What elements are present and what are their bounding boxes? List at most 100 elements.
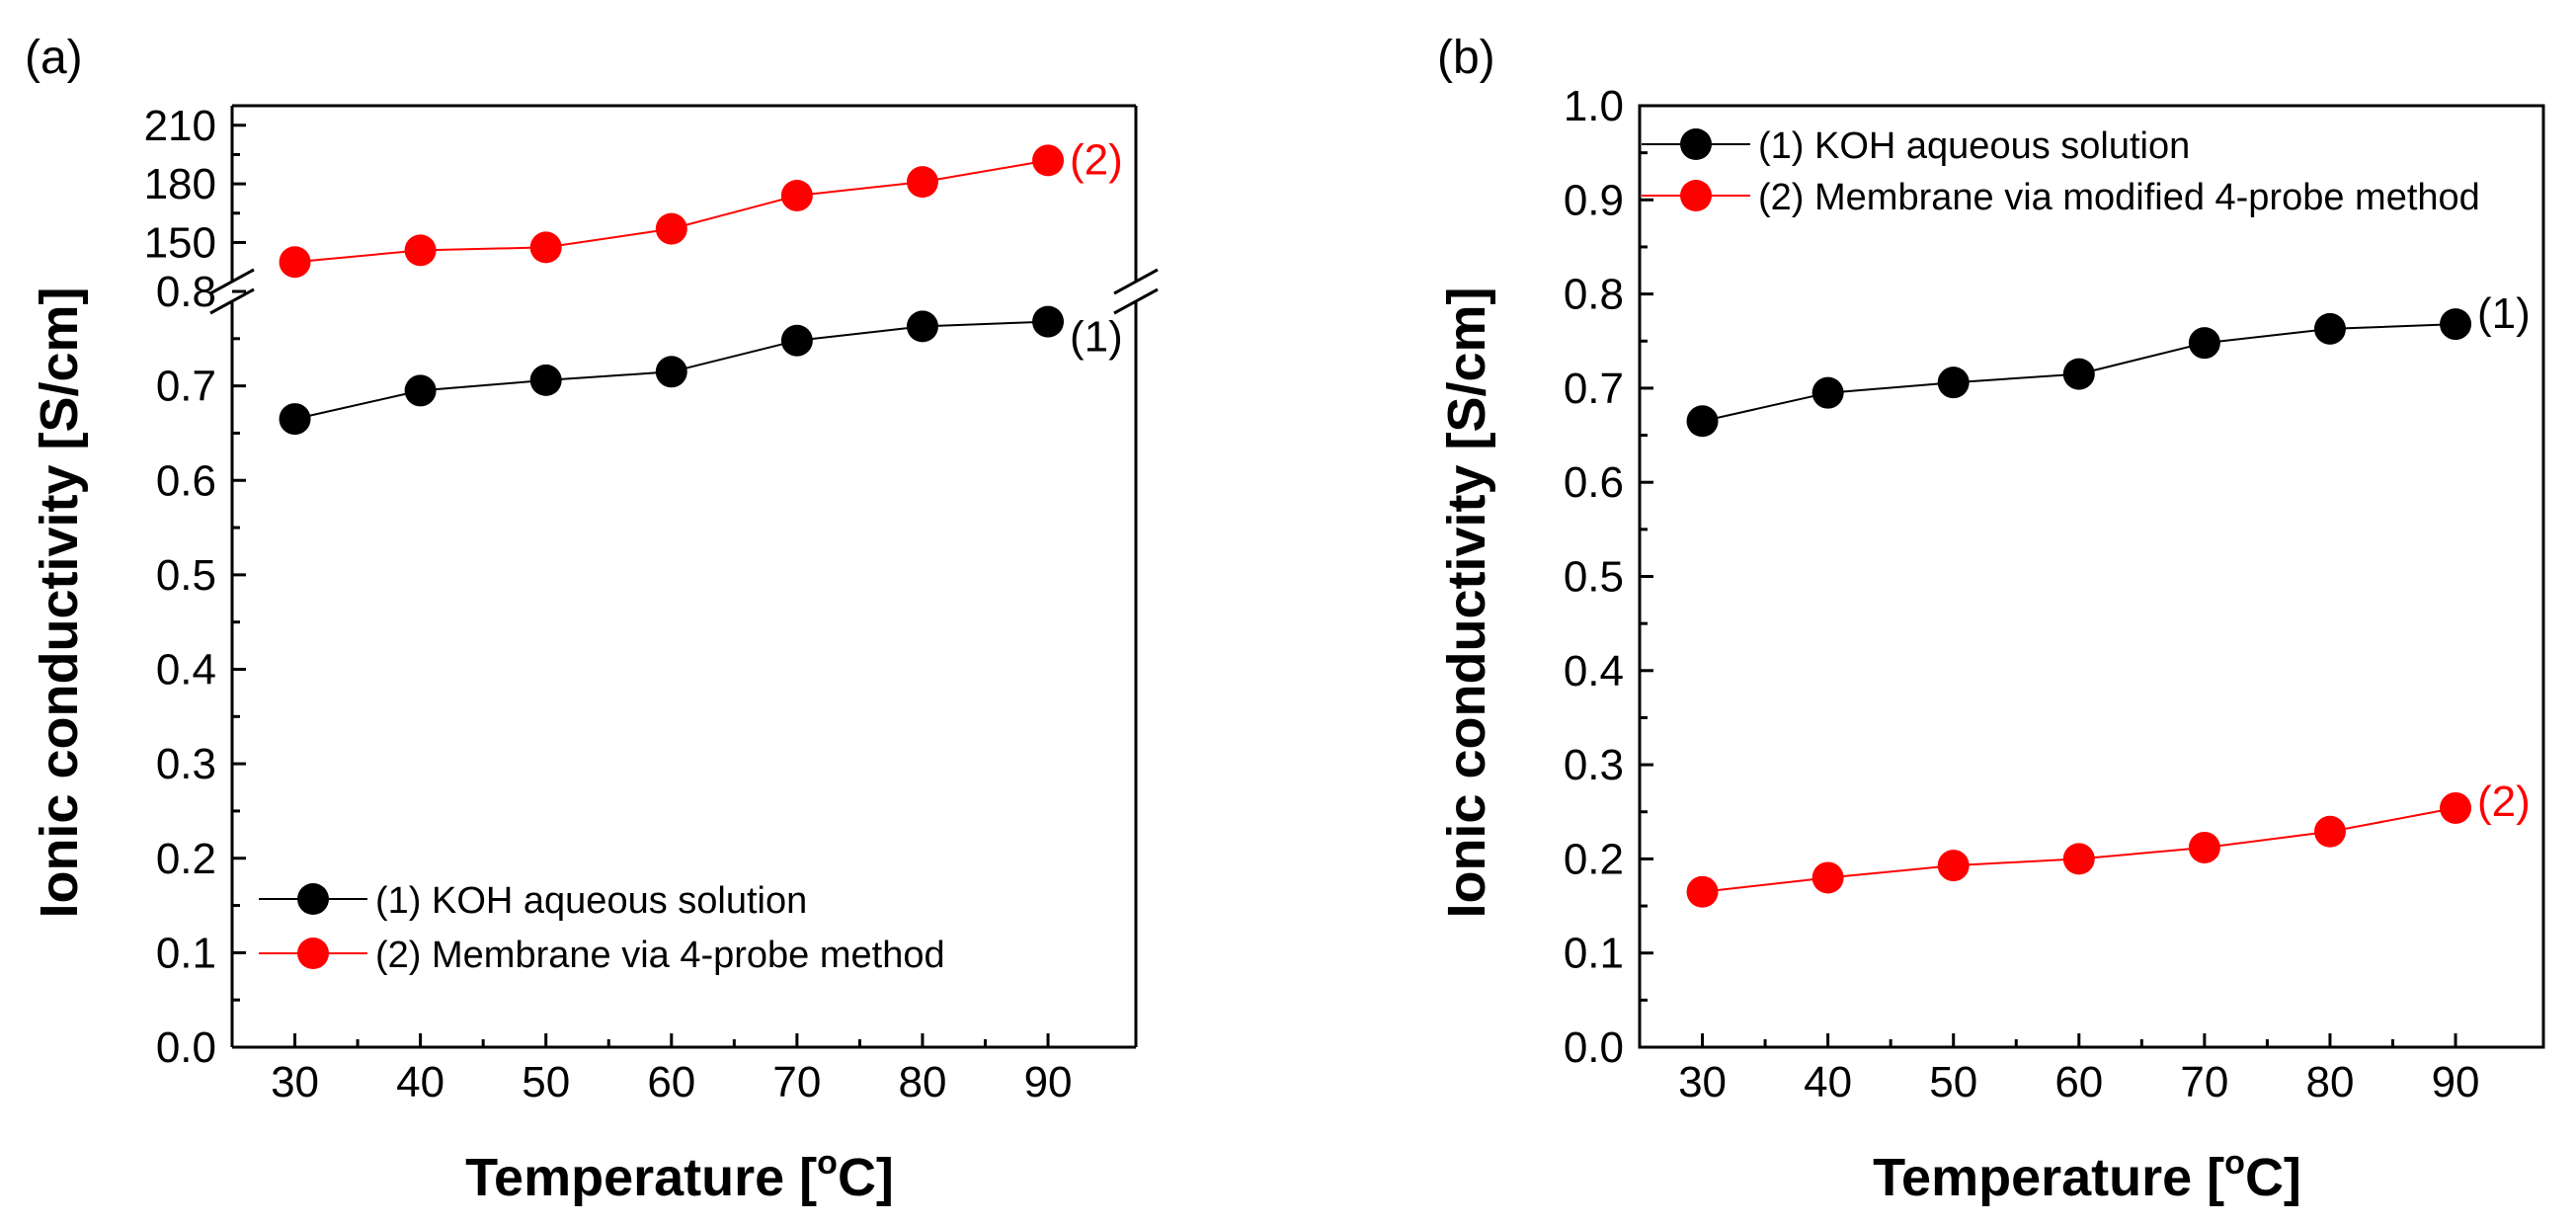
y-tick-label: 0.5 (156, 551, 216, 600)
y-tick-label: 0.8 (156, 268, 216, 316)
panel-a-label: (a) (25, 32, 83, 84)
series-1-point (1032, 305, 1065, 338)
y-tick-label: 0.2 (156, 835, 216, 883)
y-tick-label: 180 (144, 160, 216, 208)
series-1-point (2313, 312, 2346, 345)
series-1-point (655, 356, 687, 388)
legend-label-koh: (1) KOH aqueous solution (375, 880, 807, 922)
series-1-point (2188, 327, 2220, 360)
legend-item-membrane: (2) Membrane via modified 4-probe method (1642, 177, 2480, 218)
y-tick-label: 0.7 (156, 363, 216, 411)
legend-item-koh: (1) KOH aqueous solution (1642, 125, 2190, 167)
series-tag: (2) (2477, 777, 2531, 826)
legend-label-koh: (1) KOH aqueous solution (1758, 125, 2190, 167)
axis-break-mark (209, 287, 255, 315)
y-tick-label: 0.7 (1564, 365, 1624, 413)
panel-a-legend: (1) KOH aqueous solution (2) Membrane vi… (259, 880, 945, 976)
panel-a-x-tick-label: 90 (1024, 1058, 1073, 1106)
series-1-point (529, 364, 562, 396)
y-tick-label: 0.4 (1564, 647, 1624, 695)
panel-a-x-tick-label: 30 (271, 1058, 319, 1106)
y-tick-label: 150 (144, 218, 216, 267)
legend-marker-koh (297, 883, 329, 915)
panel-b-x-axis-title: Temperature [oC] (1873, 1144, 2301, 1207)
panel-b-x-tick-label: 60 (2054, 1058, 2103, 1106)
panel-b-legend: (1) KOH aqueous solution (2) Membrane vi… (1642, 125, 2480, 218)
series-tag: (2) (1070, 135, 1123, 184)
series-2-point (1937, 850, 1970, 882)
axis-break-mark (1113, 268, 1159, 295)
y-tick-label: 0.1 (156, 929, 216, 977)
panel-b-series: (1) (2) (1686, 289, 2531, 908)
series-2-point (1811, 861, 1844, 894)
series-2-point (279, 246, 311, 279)
legend-label-membrane: (2) Membrane via 4-probe method (375, 935, 945, 976)
legend-item-koh: (1) KOH aqueous solution (259, 880, 807, 922)
series-2-point (529, 231, 562, 264)
panel-a-x-tick-label: 70 (772, 1058, 821, 1106)
panel-b-frame (1638, 104, 2545, 1049)
series-1-point (780, 324, 813, 357)
panel-a-x-tick-label: 60 (647, 1058, 695, 1106)
panel-a-y-axis-title: Ionic conductivity [S/cm] (30, 286, 89, 918)
plot-frame (1638, 104, 2545, 1049)
series-2-point (2440, 791, 2472, 824)
panel-a-x-axis-title: Temperature [oC] (465, 1144, 894, 1207)
y-tick-label: 0.6 (156, 456, 216, 505)
series-2-point (780, 179, 813, 211)
y-tick-label: 0.1 (1564, 930, 1624, 978)
panel-a-x-tick-label: 50 (522, 1058, 570, 1106)
panel-b-y-axis-title: Ionic conductivity [S/cm] (1437, 286, 1496, 918)
series-2-point (404, 234, 437, 267)
y-tick-label: 1.0 (1564, 82, 1624, 130)
y-tick-label: 0.5 (1564, 553, 1624, 602)
series-1-point (2440, 308, 2472, 341)
legend-marker-membrane (1680, 180, 1712, 211)
y-tick-label: 0.4 (156, 646, 216, 694)
series-2-point (906, 166, 938, 199)
panel-b-x-ticks: 30 40 50 60 70 80 90 (1678, 1033, 2480, 1106)
series-1-point (1811, 376, 1844, 409)
series-1: (1) (279, 305, 1123, 436)
series-1-point (906, 310, 938, 343)
panel-b: (b) 0.0 0.1 0.2 0.3 0.4 0.5 0.6 0.7 0.8 0.9 1.0 30… (1437, 32, 2545, 1207)
series-1-point (2062, 358, 2095, 390)
panel-b-y-ticks: 0.0 0.1 0.2 0.3 0.4 0.5 0.6 0.7 0.8 0.9 1.0 (1564, 82, 1653, 1072)
y-tick-label: 210 (144, 102, 216, 150)
series-tag: (1) (1070, 313, 1123, 362)
panel-b-x-tick-label: 70 (2180, 1058, 2228, 1106)
legend-marker-membrane (297, 938, 329, 969)
axis-break-mark (209, 268, 255, 295)
series-2: (2) (279, 135, 1123, 279)
y-tick-label: 0.0 (1564, 1023, 1624, 1072)
series-2-point (655, 212, 687, 245)
panel-a-x-ticks: 30 40 50 60 70 80 90 (271, 1033, 1073, 1106)
y-tick-label: 0.3 (156, 740, 216, 788)
series-1-point (279, 403, 311, 436)
y-tick-label: 0.0 (156, 1023, 216, 1072)
legend-marker-koh (1680, 128, 1712, 160)
y-tick-label: 0.8 (1564, 271, 1624, 319)
panel-b-x-tick-label: 80 (2305, 1058, 2354, 1106)
series-2: (2) (1686, 777, 2531, 908)
series-1-point (404, 374, 437, 407)
panel-b-x-tick-label: 40 (1804, 1058, 1852, 1106)
series-1-point (1937, 367, 1970, 399)
series-2-point (1032, 144, 1065, 177)
series-1: (1) (1686, 289, 2531, 438)
axis-break-mark (1113, 287, 1159, 315)
series-2-point (2188, 831, 2220, 863)
panel-a-x-tick-label: 40 (396, 1058, 444, 1106)
series-tag: (1) (2477, 289, 2531, 338)
y-tick-label: 0.3 (1564, 741, 1624, 789)
panel-b-x-tick-label: 90 (2432, 1058, 2480, 1106)
legend-item-membrane: (2) Membrane via 4-probe method (259, 935, 945, 976)
panel-a-series: (1) (2) (279, 135, 1123, 436)
legend-label-membrane: (2) Membrane via modified 4-probe method (1758, 177, 2480, 218)
y-tick-label: 0.6 (1564, 458, 1624, 507)
panel-a-x-tick-label: 80 (898, 1058, 946, 1106)
series-2-point (1686, 875, 1719, 908)
